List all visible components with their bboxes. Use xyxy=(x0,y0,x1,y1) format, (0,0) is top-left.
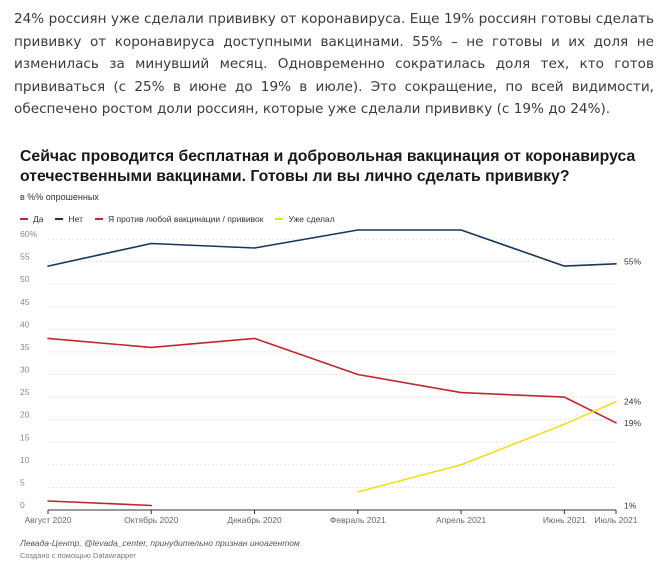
series-line-3-0 xyxy=(356,400,617,493)
y-tick-label: 35 xyxy=(20,342,30,352)
y-tick-label: 15 xyxy=(20,432,30,442)
legend-swatch-yes xyxy=(20,218,28,220)
x-tick-label: Июнь 2021 xyxy=(543,515,586,525)
series-line-1-0 xyxy=(47,229,617,267)
end-label: 24% xyxy=(624,397,641,407)
legend-swatch-vaccinated xyxy=(275,218,284,220)
legend-label-yes: Да xyxy=(33,214,44,224)
y-tick-label: 10 xyxy=(20,455,30,465)
legend-swatch-no xyxy=(55,218,64,220)
article-intro-text: 24% россиян уже сделали прививку от коро… xyxy=(14,11,654,117)
end-label: 55% xyxy=(624,257,641,267)
legend-item-yes: Да xyxy=(20,214,43,224)
y-tick-label: 0 xyxy=(20,500,25,510)
end-label: 19% xyxy=(624,418,641,428)
y-tick-label: 25 xyxy=(20,387,30,397)
chart-title: Сейчас проводится бесплатная и доброволь… xyxy=(20,148,636,185)
x-tick-label: Февраль 2021 xyxy=(330,515,386,525)
chart-source: Левада-Центр, @levada_center, принудител… xyxy=(20,538,300,548)
chart-credit: Создано с помощью Datawrapper xyxy=(20,551,136,560)
y-tick-label: 40 xyxy=(20,319,30,329)
legend-label-vaccinated: Уже сделал xyxy=(288,214,335,224)
y-tick-label: 30 xyxy=(20,365,30,375)
x-tick-label: Апрель 2021 xyxy=(436,515,486,525)
y-tick-label: 60% xyxy=(20,229,37,239)
legend-item-vaccinated: Уже сделал xyxy=(275,214,335,224)
x-tick-label: Август 2020 xyxy=(25,515,72,525)
y-tick-label: 50 xyxy=(20,274,30,284)
legend-item-no: Нет xyxy=(55,214,83,224)
x-tick-label: Октябрь 2020 xyxy=(124,515,178,525)
x-tick-label: Июль 2021 xyxy=(595,515,638,525)
y-tick-label: 55 xyxy=(20,252,30,262)
y-tick-label: 20 xyxy=(20,410,30,420)
chart-legend: Да Нет Я против любой вакцинации / приви… xyxy=(20,214,347,224)
y-tick-label: 5 xyxy=(20,477,25,487)
series-line-0-1 xyxy=(47,337,617,424)
legend-label-no: Нет xyxy=(68,214,83,224)
legend-item-against: Я против любой вакцинации / прививок xyxy=(94,214,264,224)
x-tick-label: Декабрь 2020 xyxy=(227,515,282,525)
y-tick-label: 45 xyxy=(20,297,30,307)
legend-swatch-against xyxy=(94,218,103,220)
series-line-0-0 xyxy=(47,500,153,507)
end-label: 1% xyxy=(624,500,637,510)
chart-subtitle: в %% опрошенных xyxy=(20,192,99,202)
legend-label-against: Я против любой вакцинации / прививок xyxy=(107,214,264,224)
